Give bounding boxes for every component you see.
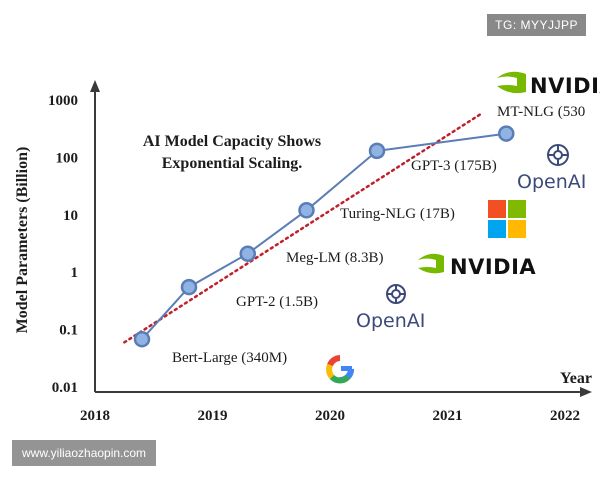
svg-text:NVIDIA: NVIDIA — [450, 255, 536, 279]
x-tick-label: 2022 — [550, 408, 580, 424]
openai-logo-lower: OpenAI — [356, 284, 425, 332]
y-tick-label: 0.01 — [52, 380, 78, 396]
y-axis-arrow — [90, 80, 100, 92]
data-point — [368, 142, 386, 160]
point-label-bert-large: Bert-Large (340M) — [172, 350, 287, 366]
nvidia-logo-top: NVIDIA — [497, 71, 600, 98]
y-tick-label: 1 — [71, 265, 79, 281]
point-label-gpt-3: GPT-3 (175B) — [411, 158, 497, 174]
openai-logo-upper: OpenAI — [517, 144, 586, 193]
microsoft-logo — [488, 200, 526, 238]
point-label-turing-nlg: Turing-NLG (17B) — [340, 206, 455, 222]
chart-annotation-line-1: AI Model Capacity Shows — [143, 133, 321, 150]
data-point — [239, 245, 256, 262]
trend-line — [123, 111, 484, 344]
x-tick-label: 2020 — [315, 408, 345, 424]
point-label-gpt-2: GPT-2 (1.5B) — [236, 294, 318, 310]
y-axis-label: Model Parameters (Billion) — [14, 147, 31, 334]
svg-text:NVIDIA: NVIDIA — [530, 74, 600, 98]
point-label-meg-lm: Meg-LM (8.3B) — [286, 250, 384, 266]
x-tick-label: 2018 — [80, 408, 110, 424]
x-tick-label: 2021 — [433, 408, 463, 424]
x-axis-label: Year — [560, 370, 592, 387]
y-tick-label: 1000 — [48, 93, 78, 109]
series-line — [141, 132, 507, 340]
y-tick-label: 100 — [56, 150, 79, 166]
data-point — [298, 202, 315, 219]
x-axis-arrow — [580, 387, 592, 397]
chart-annotation-line-2: Exponential Scaling. — [162, 155, 302, 172]
google-logo — [326, 355, 354, 384]
x-tick-label: 2019 — [198, 408, 228, 424]
y-tick-label: 10 — [63, 208, 78, 224]
svg-text:OpenAI: OpenAI — [517, 171, 586, 193]
svg-text:OpenAI: OpenAI — [356, 310, 425, 332]
data-point — [498, 125, 515, 142]
watermark-top: TG: MYYJJPP — [487, 14, 586, 36]
data-point — [133, 330, 151, 348]
data-point — [180, 278, 198, 296]
watermark-bottom: www.yiliaozhaopin.com — [12, 440, 157, 466]
nvidia-logo-middle: NVIDIA — [418, 253, 536, 279]
point-label-mt-nlg: MT-NLG (530 — [497, 104, 585, 120]
y-tick-label: 0.1 — [59, 323, 78, 339]
